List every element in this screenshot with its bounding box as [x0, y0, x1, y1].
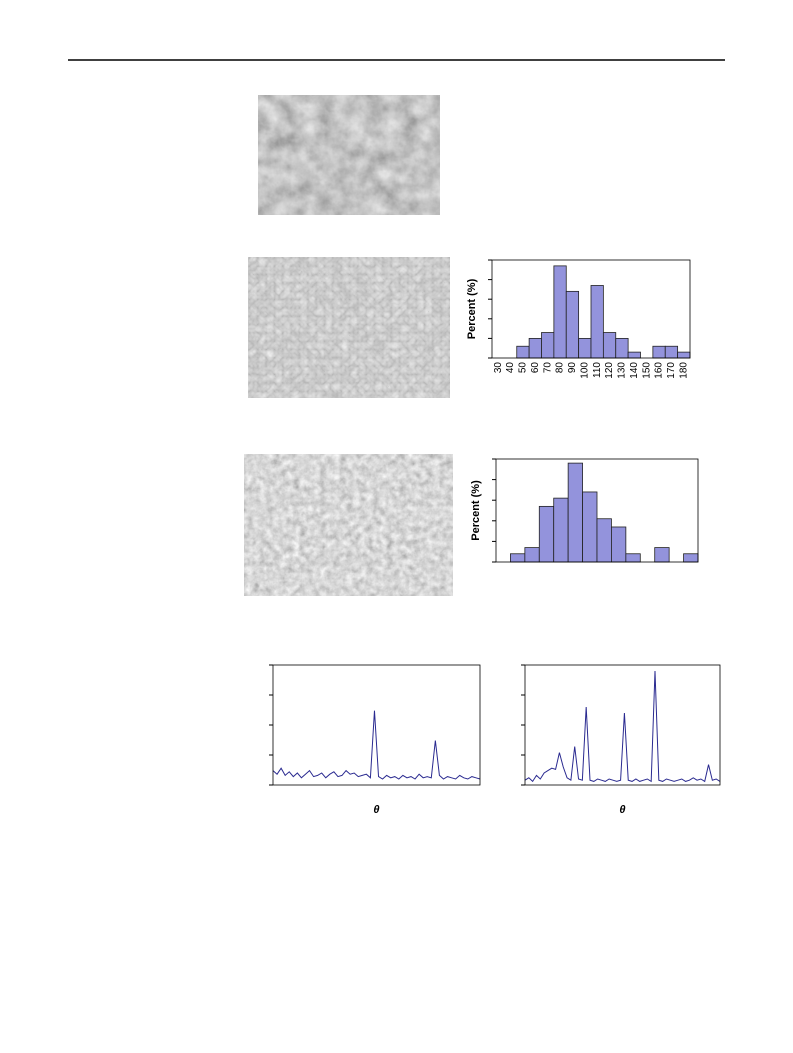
plot-frame — [495, 458, 699, 563]
x-tick-label: 100 — [579, 362, 590, 379]
bar — [567, 462, 583, 563]
bar — [565, 290, 580, 359]
x-tick-label: 70 — [542, 362, 553, 374]
x-tick-label: 120 — [604, 362, 615, 379]
bar — [538, 505, 555, 563]
plot-frame — [524, 664, 721, 786]
bar — [664, 345, 679, 359]
bar — [627, 351, 641, 359]
x-tick-label: 110 — [592, 362, 603, 378]
sem-image — [258, 95, 440, 215]
plot-frame — [491, 259, 691, 359]
bar — [652, 345, 666, 359]
x-tick-label: 80 — [555, 362, 566, 374]
xrd-line — [524, 670, 721, 783]
x-tick-label: 140 — [629, 362, 640, 379]
bar — [510, 553, 526, 563]
plot-frame — [272, 664, 481, 786]
bar — [596, 518, 612, 563]
sem-image — [248, 257, 450, 398]
x-tick-label: 50 — [518, 362, 529, 374]
x-tick-label: 40 — [505, 362, 516, 374]
x-tick-label: 180 — [678, 362, 689, 379]
bar — [611, 526, 627, 563]
x-tick-label: 170 — [666, 362, 677, 379]
bar — [524, 547, 540, 563]
x-tick-label: 30 — [493, 362, 504, 374]
bar — [625, 553, 641, 563]
bar — [654, 547, 670, 563]
xrd-line — [272, 710, 481, 780]
bar — [677, 351, 691, 359]
bar — [683, 553, 699, 563]
bar — [590, 285, 604, 359]
x-tick-label: 150 — [641, 362, 652, 379]
bar — [582, 491, 598, 563]
x-axis-label: θ — [619, 804, 625, 816]
x-tick-label: 90 — [567, 362, 578, 374]
bar — [615, 337, 629, 359]
bar — [578, 337, 592, 359]
bar — [602, 332, 617, 359]
bar — [528, 337, 542, 359]
x-tick-label: 160 — [654, 362, 665, 379]
bar — [553, 497, 569, 563]
sem-image — [244, 454, 453, 596]
y-axis-label: Percent (%) — [470, 480, 482, 541]
bar — [553, 265, 567, 359]
bar — [541, 332, 555, 359]
x-tick-label: 130 — [617, 362, 628, 379]
bar — [516, 345, 530, 359]
x-axis-label: θ — [373, 804, 379, 816]
x-tick-label: 60 — [530, 362, 541, 374]
y-axis-label: Percent (%) — [466, 278, 478, 339]
